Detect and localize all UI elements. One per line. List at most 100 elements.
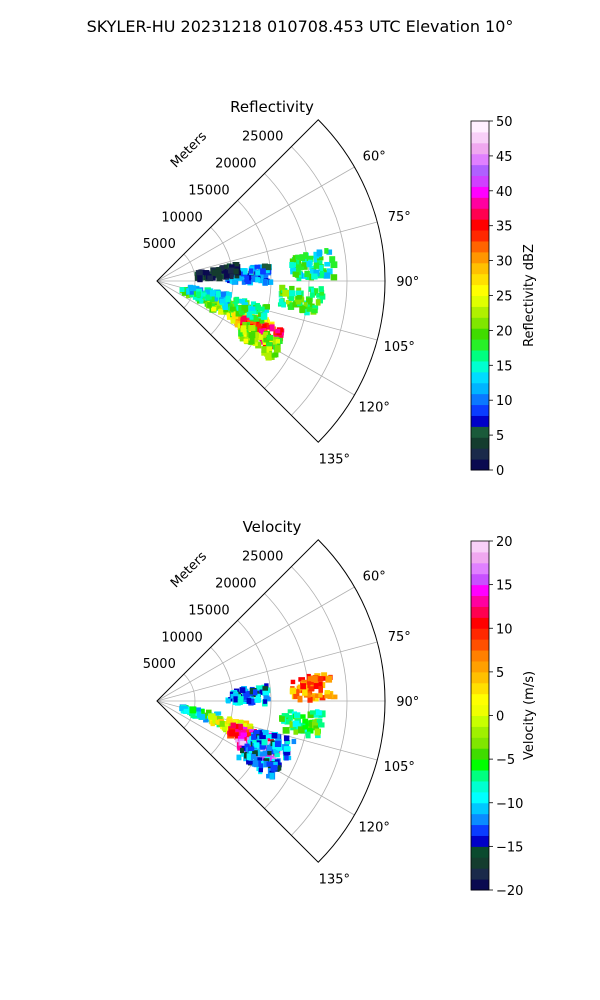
colorbar-swatch-1 <box>471 868 489 880</box>
range-tick-label-2: 15000 <box>188 183 229 198</box>
colorbar-swatch-4 <box>471 835 489 847</box>
colorbar-swatch-21 <box>471 230 489 242</box>
velocity-frame <box>156 539 386 863</box>
colorbar-swatch-16 <box>471 284 489 296</box>
echo-cell-4 <box>238 321 283 361</box>
velocity-range-label: Meters <box>168 549 210 591</box>
range-tick-label-4: 25000 <box>242 130 283 145</box>
reflectivity-colorbar: 0 5 10 15 20 25 30 35 40 45 50 <box>470 115 513 479</box>
colorbar-tick-label-8: 40 <box>496 185 513 200</box>
colorbar-tick-label-2: −10 <box>496 797 523 812</box>
echo-cell-8 <box>289 248 338 282</box>
colorbar-tick-label-9: 45 <box>496 150 513 165</box>
colorbar-tick-label-7: 15 <box>496 579 513 594</box>
colorbar-swatch-6 <box>471 393 489 406</box>
range-tick-label-0: 5000 <box>143 237 176 252</box>
velocity-azimuth-ticks: 60° 75° 90° 105° 120° 135° <box>319 570 420 888</box>
colorbar-swatch-25 <box>471 186 489 198</box>
range-tick-label-4: 25000 <box>242 550 283 565</box>
colorbar-swatch-9 <box>471 360 489 373</box>
colorbar-swatch-7 <box>471 802 489 815</box>
range-tick-label-1: 10000 <box>161 210 202 225</box>
colorbar-swatch-24 <box>471 617 489 629</box>
colorbar-swatch-19 <box>471 671 489 684</box>
colorbar-swatch-2 <box>471 857 489 869</box>
reflectivity-frame <box>156 119 386 443</box>
colorbar-swatch-15 <box>471 715 489 727</box>
colorbar-swatch-19 <box>471 251 489 264</box>
reflectivity-title: Reflectivity <box>230 98 314 116</box>
colorbar-swatch-10 <box>471 350 489 362</box>
colorbar-swatch-17 <box>471 273 489 286</box>
colorbar-swatch-22 <box>471 219 489 231</box>
colorbar-swatch-21 <box>471 650 489 662</box>
range-tick-label-3: 20000 <box>215 157 256 172</box>
colorbar-tick-label-6: 10 <box>496 622 513 637</box>
colorbar-tick-label-6: 30 <box>496 255 513 270</box>
colorbar-swatch-6 <box>471 813 489 826</box>
colorbar-swatch-5 <box>471 824 489 836</box>
azimuth-spoke-0 <box>156 586 355 702</box>
colorbar-swatch-9 <box>471 780 489 793</box>
azimuth-spoke-1 <box>156 641 378 702</box>
colorbar-tick-label-3: −5 <box>496 753 515 768</box>
velocity-title: Velocity <box>243 518 302 536</box>
colorbar-tick-label-3: 15 <box>496 359 513 374</box>
figure-suptitle: SKYLER-HU 20231218 010708.453 UTC Elevat… <box>87 17 514 36</box>
velocity-colorbar-label: Velocity (m/s) <box>522 671 537 760</box>
azimuth-tick-label-4: 120° <box>359 820 390 835</box>
azimuth-tick-label-0: 60° <box>363 570 386 585</box>
reflectivity-panel: Reflectivity 5000 10000 15000 20000 25000 60… <box>143 98 537 479</box>
colorbar-swatch-5 <box>471 404 489 416</box>
colorbar-swatch-28 <box>471 573 489 586</box>
colorbar-swatch-7 <box>471 382 489 395</box>
colorbar-swatch-14 <box>471 726 489 738</box>
reflectivity-echoes <box>179 248 338 361</box>
colorbar-swatch-26 <box>471 175 489 187</box>
echo-cell-6 <box>279 709 326 739</box>
colorbar-swatch-11 <box>471 759 489 771</box>
colorbar-swatch-22 <box>471 639 489 651</box>
colorbar-swatch-11 <box>471 339 489 351</box>
range-tick-label-1: 10000 <box>161 630 202 645</box>
colorbar-swatch-29 <box>471 142 489 155</box>
colorbar-swatch-24 <box>471 197 489 209</box>
azimuth-tick-label-1: 75° <box>388 210 411 225</box>
colorbar-tick-label-1: 5 <box>496 429 504 444</box>
azimuth-tick-label-3: 105° <box>384 760 415 775</box>
colorbar-swatch-12 <box>471 748 489 760</box>
azimuth-tick-label-1: 75° <box>388 630 411 645</box>
colorbar-tick-label-8: 20 <box>496 535 513 550</box>
colorbar-tick-label-10: 50 <box>496 115 513 130</box>
colorbar-swatch-10 <box>471 770 489 782</box>
colorbar-swatch-14 <box>471 306 489 318</box>
colorbar-tick-label-5: 5 <box>496 666 504 681</box>
velocity-panel: Velocity 5000 10000 15000 20000 25000 60° 75°… <box>143 518 537 899</box>
colorbar-swatch-18 <box>471 682 489 695</box>
azimuth-tick-label-2: 90° <box>396 275 419 290</box>
echo-cell-8 <box>225 683 271 707</box>
echo-cell-7 <box>277 284 326 316</box>
colorbar-swatch-0 <box>471 459 489 471</box>
colorbar-swatch-17 <box>471 693 489 706</box>
colorbar-swatch-31 <box>471 121 489 133</box>
colorbar-swatch-3 <box>471 846 489 858</box>
sector-outline <box>156 539 386 863</box>
echo-cell-7 <box>289 672 338 703</box>
colorbar-tick-label-7: 35 <box>496 220 513 235</box>
sector-outline <box>156 119 386 443</box>
colorbar-tick-label-4: 20 <box>496 324 513 339</box>
colorbar-tick-label-0: −20 <box>496 884 523 899</box>
colorbar-swatch-23 <box>471 628 489 640</box>
velocity-range-ticks: 5000 10000 15000 20000 25000 <box>143 550 284 672</box>
colorbar-tick-label-5: 25 <box>496 290 513 305</box>
azimuth-spoke-1 <box>156 221 378 282</box>
colorbar-swatch-30 <box>471 551 489 564</box>
colorbar-tick-label-0: 0 <box>496 464 504 479</box>
colorbar-swatch-2 <box>471 437 489 449</box>
echo-cell-4 <box>247 729 297 761</box>
colorbar-tick-label-1: −15 <box>496 840 523 855</box>
reflectivity-range-ticks: 5000 10000 15000 20000 25000 <box>143 130 284 252</box>
azimuth-spoke-0 <box>156 166 355 282</box>
